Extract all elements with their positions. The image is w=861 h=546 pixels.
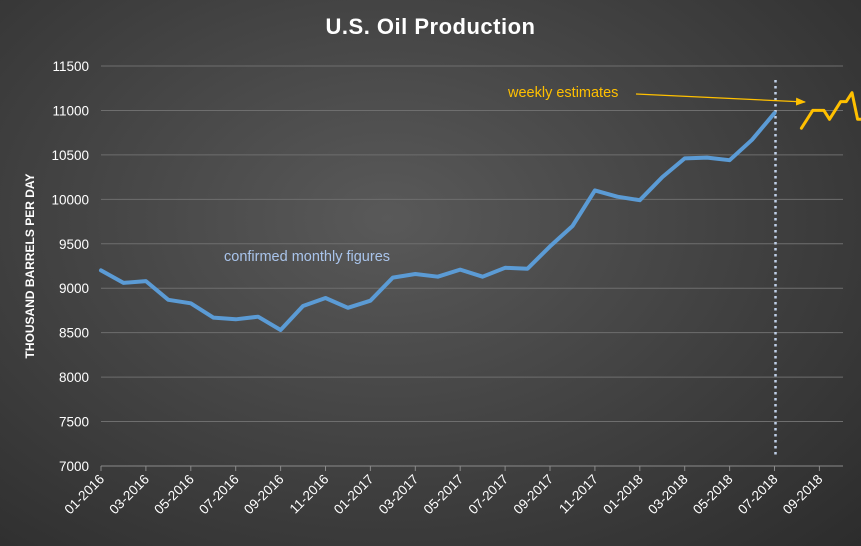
y-tick-label: 10000 (51, 192, 89, 207)
series-line-weekly (799, 91, 861, 130)
x-tick-label: 07-2017 (466, 472, 512, 518)
x-tick-label: 05-2018 (690, 472, 736, 518)
y-axis-title: THOUSAND BARRELS PER DAY (23, 174, 37, 359)
y-tick-label: 7000 (59, 459, 89, 474)
x-tick-label: 11-2017 (556, 472, 601, 517)
series-line-monthly (99, 111, 777, 332)
annotation-monthly: confirmed monthly figures (224, 249, 390, 265)
x-tick-label: 07-2016 (196, 472, 242, 518)
x-tick-label: 05-2017 (421, 472, 467, 518)
x-tick-label: 03-2016 (106, 472, 152, 518)
x-tick-label: 09-2017 (510, 472, 556, 518)
x-tick-label: 01-2018 (600, 472, 646, 518)
y-tick-label: 9500 (59, 237, 89, 252)
x-tick-label: 01-2016 (61, 472, 107, 518)
x-tick-label: 01-2017 (331, 472, 377, 518)
y-tick-label: 11000 (52, 103, 89, 118)
y-tick-label: 7500 (59, 415, 89, 430)
y-tick-label: 8500 (59, 326, 89, 341)
x-tick-label: 03-2018 (645, 472, 691, 518)
y-tick-label: 8000 (59, 370, 89, 385)
x-tick-label: 03-2017 (376, 472, 422, 518)
x-tick-label: 05-2016 (151, 472, 197, 518)
x-tick-label: 09-2018 (780, 472, 826, 518)
y-tick-label: 11500 (52, 59, 89, 74)
annotation-weekly: weekly estimates (507, 85, 618, 101)
y-tick-label: 10500 (51, 148, 89, 163)
x-tick-label: 07-2018 (735, 472, 781, 518)
x-tick-label: 11-2016 (287, 472, 332, 517)
y-tick-label: 9000 (59, 281, 89, 296)
annotation-arrow (635, 93, 806, 106)
x-tick-label: 09-2016 (241, 472, 287, 518)
chart-title: U.S. Oil Production (325, 14, 536, 39)
